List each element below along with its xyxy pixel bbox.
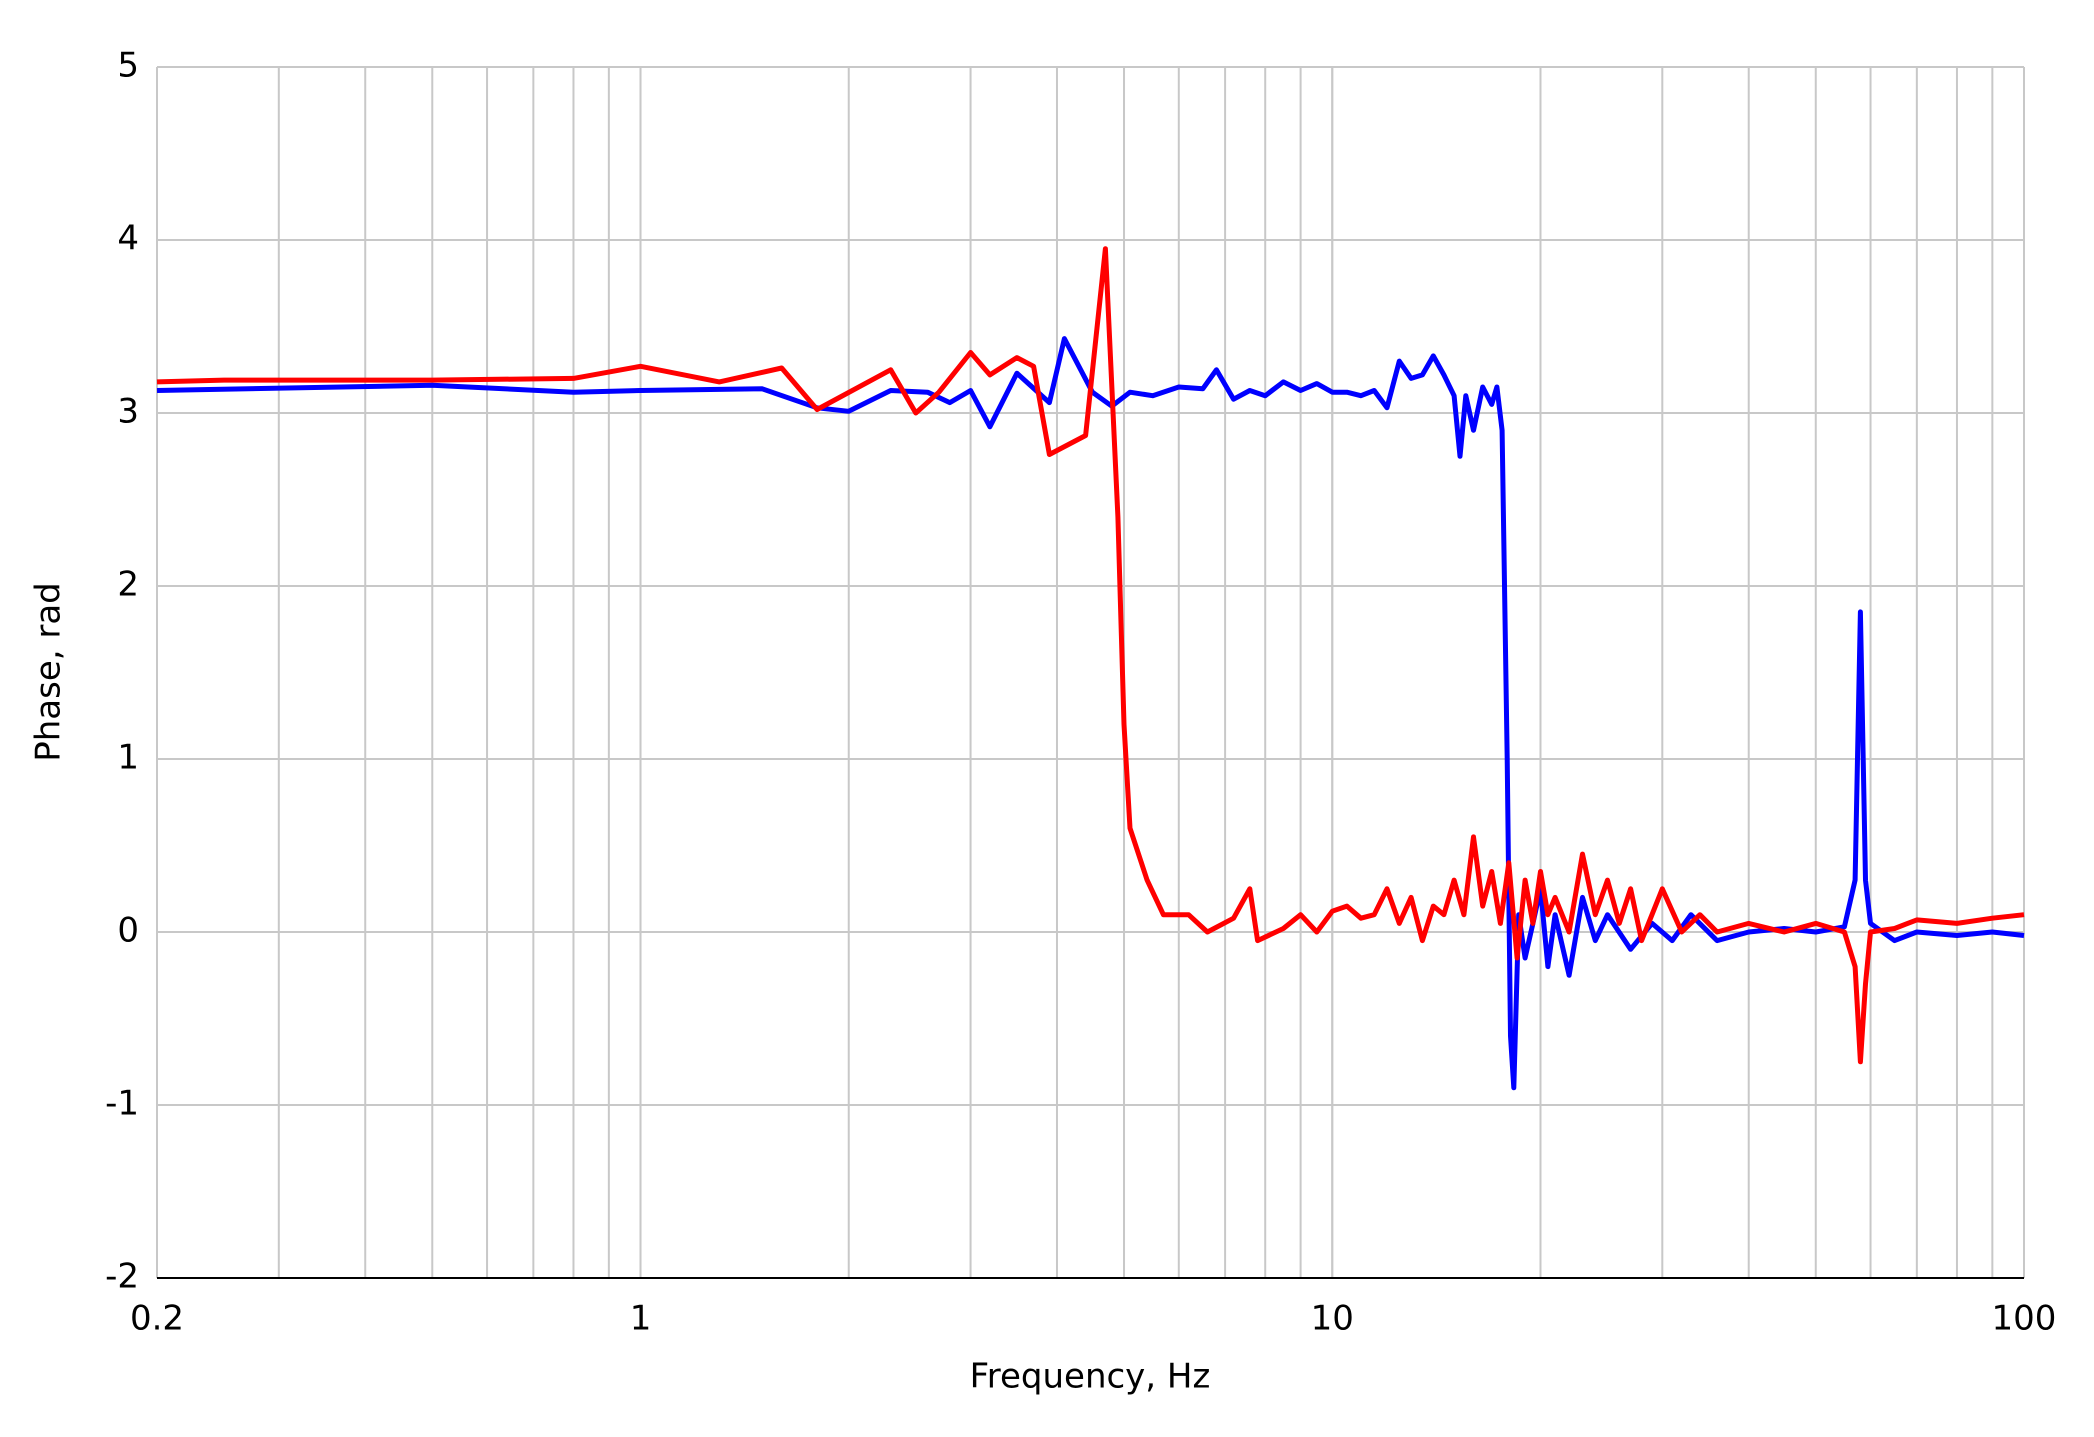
y-axis-label: Phase, rad	[29, 582, 69, 762]
y-tick-label: 3	[117, 392, 139, 432]
x-axis-label: Frequency, Hz	[970, 1357, 1211, 1397]
y-tick-label: 4	[117, 219, 139, 259]
x-tick-label: 10	[1311, 1299, 1354, 1339]
data-line	[156, 336, 2025, 1091]
x-tick-label: 100	[1992, 1299, 2057, 1339]
y-tick-label: 5	[117, 46, 139, 86]
y-tick-label: -2	[105, 1257, 139, 1297]
data-line	[156, 246, 2025, 1065]
y-tick-label: 2	[117, 565, 139, 605]
x-tick-label: 0.2	[130, 1299, 184, 1339]
y-tick-label: 0	[117, 911, 139, 951]
y-tick-label: -1	[105, 1084, 139, 1124]
y-tick-label: 1	[117, 738, 139, 778]
x-tick-label: 1	[630, 1299, 652, 1339]
